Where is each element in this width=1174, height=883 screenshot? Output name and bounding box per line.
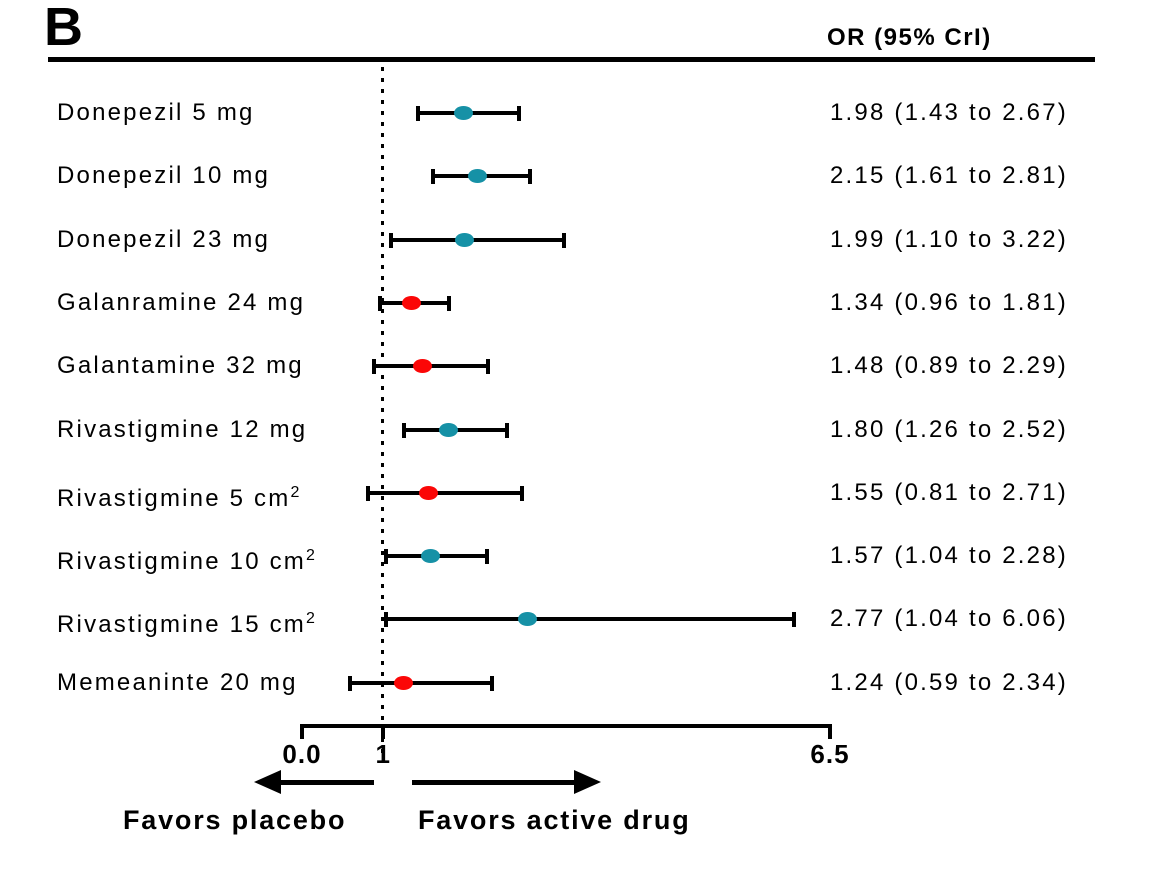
x-axis-tick-label: 1 (375, 739, 391, 769)
drug-label: Donepezil 5 mg (57, 99, 255, 126)
favors-active-drug-label: Favors active drug (418, 805, 691, 835)
ci-cap-low (377, 295, 382, 311)
or-point-marker (518, 612, 537, 627)
ci-bar (386, 617, 795, 622)
or-value: 1.98 (1.43 to 2.67) (830, 99, 1068, 126)
ci-cap-low (365, 485, 370, 501)
or-value: 1.48 (0.89 to 2.29) (830, 352, 1068, 380)
drug-label: Memeaninte 20 mg (57, 668, 298, 696)
ci-bar (349, 680, 493, 685)
ci-cap-low (402, 422, 407, 438)
or-point-marker (467, 169, 487, 184)
reference-line-at-1 (381, 67, 384, 757)
ci-cap-high (520, 485, 525, 501)
ci-cap-high (490, 675, 495, 691)
favors-placebo-label: Favors placebo (123, 805, 347, 835)
superscript: 2 (306, 610, 315, 628)
ci-cap-high (504, 422, 509, 438)
drug-label: Galanramine 24 mg (57, 288, 306, 316)
ci-cap-high (561, 232, 566, 248)
x-axis-tick-label: 6.5 (810, 739, 850, 769)
x-axis-tick (300, 724, 304, 739)
drug-label: Rivastigmine 10 cm2 (57, 547, 315, 576)
or-value: 1.57 (1.04 to 2.28) (830, 542, 1068, 570)
ci-cap-high (792, 612, 797, 628)
superscript: 2 (290, 483, 300, 501)
ci-cap-low (347, 675, 352, 691)
ci-cap-low (416, 106, 421, 121)
ci-cap-high (486, 359, 491, 375)
or-value: 1.80 (1.26 to 2.52) (830, 415, 1068, 443)
ci-cap-high (516, 106, 521, 121)
favors-active-arrow-shaft (412, 780, 576, 785)
ci-cap-high (485, 549, 490, 565)
favors-active-arrow-icon (574, 770, 601, 794)
ci-cap-low (384, 612, 389, 628)
drug-label: Rivastigmine 5 cm2 (57, 483, 300, 512)
or-point-marker (413, 359, 433, 374)
or-value: 2.15 (1.61 to 2.81) (830, 162, 1068, 190)
or-point-marker (420, 549, 440, 564)
drug-label: Rivastigmine 15 cm2 (57, 610, 315, 639)
x-axis-tick (827, 724, 832, 739)
or-value: 2.77 (1.04 to 6.06) (830, 605, 1068, 633)
x-axis-tick-label: 0.0 (282, 739, 322, 769)
or-point-marker (453, 106, 473, 120)
ci-cap-low (430, 169, 435, 185)
ci-cap-low (389, 232, 394, 248)
ci-bar (391, 237, 564, 242)
or-point-marker (439, 422, 459, 437)
drug-label: Donepezil 23 mg (57, 225, 271, 253)
drug-label: Rivastigmine 12 mg (57, 415, 308, 443)
or-value: 1.24 (0.59 to 2.34) (830, 668, 1068, 696)
ci-bar (367, 490, 523, 495)
favors-placebo-arrow-icon (254, 770, 281, 794)
ci-cap-low (372, 359, 377, 375)
ci-cap-low (384, 549, 389, 565)
or-point-marker (454, 232, 474, 247)
or-point-marker (401, 295, 421, 310)
ci-cap-high (447, 295, 452, 311)
panel-label: B (44, 0, 84, 57)
drug-label: Galantamine 32 mg (57, 352, 304, 380)
favors-placebo-arrow-shaft (276, 780, 374, 785)
ci-cap-high (528, 169, 533, 185)
x-axis-line (302, 724, 831, 728)
or-column-header: OR (95% CrI) (827, 24, 992, 51)
x-axis-tick (381, 724, 386, 739)
or-value: 1.55 (0.81 to 2.71) (830, 478, 1068, 506)
or-value: 1.99 (1.10 to 3.22) (830, 225, 1068, 253)
or-point-marker (418, 485, 438, 500)
header-rule (48, 57, 1095, 62)
superscript: 2 (306, 547, 315, 565)
or-point-marker (393, 675, 413, 690)
drug-label: Donepezil 10 mg (57, 162, 271, 190)
or-value: 1.34 (0.96 to 1.81) (830, 288, 1068, 316)
